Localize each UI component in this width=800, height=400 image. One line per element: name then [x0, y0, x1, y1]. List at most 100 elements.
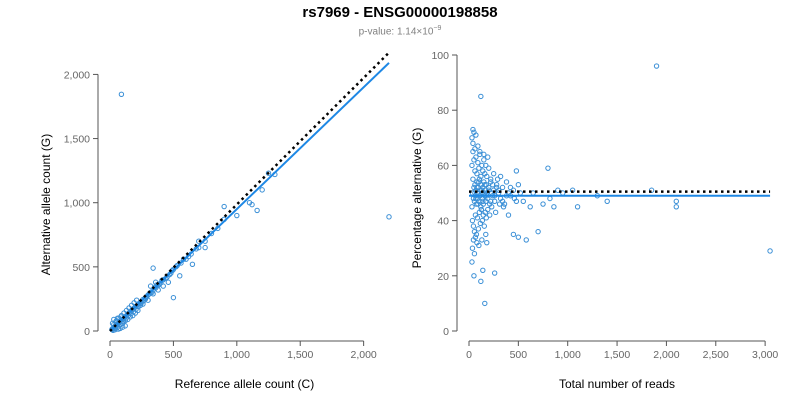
data-point: [535, 228, 541, 235]
pvalue-exponent: −9: [433, 25, 442, 32]
data-point: [473, 231, 480, 238]
data-point: [495, 187, 502, 193]
x-tick-label-2: 3,000: [752, 349, 778, 361]
data-point: [476, 176, 483, 182]
data-point: [527, 204, 533, 210]
data-point: [483, 162, 489, 169]
y-tick-label-1: 0: [84, 326, 90, 338]
data-point: [485, 154, 491, 160]
x-tick-label-2: 2,000: [653, 349, 679, 361]
data-point: [496, 201, 503, 207]
x-tick-label-1: 1,000: [224, 349, 250, 361]
data-point: [165, 279, 172, 285]
data-point: [122, 323, 128, 329]
fit-line-1: [109, 62, 390, 332]
data-point: [470, 223, 477, 229]
data-point: [481, 151, 487, 158]
x-tick-label-1: 500: [165, 349, 183, 361]
data-point: [551, 204, 557, 210]
x-tick-label-1: 2,000: [350, 349, 376, 361]
data-point: [469, 204, 475, 210]
data-point: [478, 206, 485, 213]
data-point: [471, 251, 478, 257]
data-point: [155, 287, 161, 293]
data-point: [475, 143, 481, 149]
x-axis-title-2: Total number of reads: [559, 377, 675, 391]
data-point: [481, 157, 487, 163]
data-point: [515, 182, 522, 188]
data-point: [499, 184, 506, 191]
y-tick-label-1: 1,000: [64, 198, 90, 210]
data-point: [221, 203, 227, 210]
x-tick-label-2: 500: [510, 349, 528, 361]
data-point: [510, 231, 517, 238]
data-point: [673, 204, 679, 210]
data-point: [648, 187, 655, 193]
data-point: [473, 154, 479, 160]
data-point: [476, 165, 482, 171]
data-point: [472, 234, 479, 240]
data-point: [476, 179, 482, 185]
y-tick-label-2: 20: [437, 271, 449, 283]
data-point: [469, 217, 476, 224]
data-point: [474, 170, 480, 177]
data-point: [473, 132, 479, 138]
data-point: [604, 198, 610, 204]
data-point: [673, 198, 679, 204]
y-axis-title-1: Alternative allele count (G): [39, 134, 53, 275]
y-tick-label-2: 80: [437, 105, 449, 117]
data-point: [115, 326, 121, 332]
y-tick-label-2: 40: [437, 216, 449, 228]
data-point: [474, 215, 481, 221]
data-point: [515, 234, 522, 240]
data-point: [170, 294, 177, 301]
data-point: [523, 237, 529, 243]
y-tick-label-2: 0: [443, 326, 449, 338]
data-point: [555, 187, 561, 193]
chart-subtitle: p-value: 1.14×10−9: [0, 25, 800, 37]
x-tick-label-2: 0: [466, 349, 472, 361]
y-tick-label-2: 100: [431, 50, 449, 62]
data-point: [472, 146, 478, 152]
data-point: [520, 198, 526, 204]
reference-line-1: [109, 51, 390, 332]
data-point: [484, 239, 490, 246]
data-point: [489, 204, 495, 210]
y-tick-label-1: 2,000: [64, 69, 90, 81]
data-point: [470, 176, 476, 182]
data-point: [189, 261, 196, 267]
pvalue-text: p-value: 1.14×10: [358, 26, 434, 38]
data-point: [150, 265, 156, 271]
y-tick-label-1: 500: [72, 262, 90, 274]
data-point: [485, 206, 491, 213]
data-point: [386, 214, 392, 220]
data-point: [470, 140, 476, 147]
data-point: [477, 148, 483, 155]
data-point: [469, 135, 475, 141]
data-point: [547, 195, 553, 202]
data-point: [505, 212, 512, 218]
data-point: [488, 198, 494, 204]
data-point: [653, 63, 660, 69]
data-point: [545, 165, 551, 171]
data-point: [479, 237, 485, 243]
data-point: [482, 182, 488, 188]
chart-title: rs7969 - ENSG00000198858: [302, 4, 498, 21]
data-point: [540, 201, 546, 207]
data-point: [481, 223, 487, 229]
data-point: [482, 187, 488, 193]
data-point: [487, 212, 493, 218]
data-point: [486, 165, 492, 171]
data-point: [475, 201, 481, 207]
y-tick-label-1: 1,500: [64, 134, 90, 146]
data-point: [480, 267, 486, 273]
data-point: [483, 231, 489, 238]
left-scatter-panel: 0 500 1,000 1,500 2,000 0 500 1,000 1,500 2,000 Re…: [39, 51, 392, 391]
data-point: [500, 204, 507, 210]
data-point: [574, 204, 581, 210]
data-point: [202, 244, 208, 251]
data-point: [469, 162, 475, 169]
data-point: [480, 198, 486, 204]
data-point: [478, 278, 484, 285]
data-point: [483, 215, 489, 221]
